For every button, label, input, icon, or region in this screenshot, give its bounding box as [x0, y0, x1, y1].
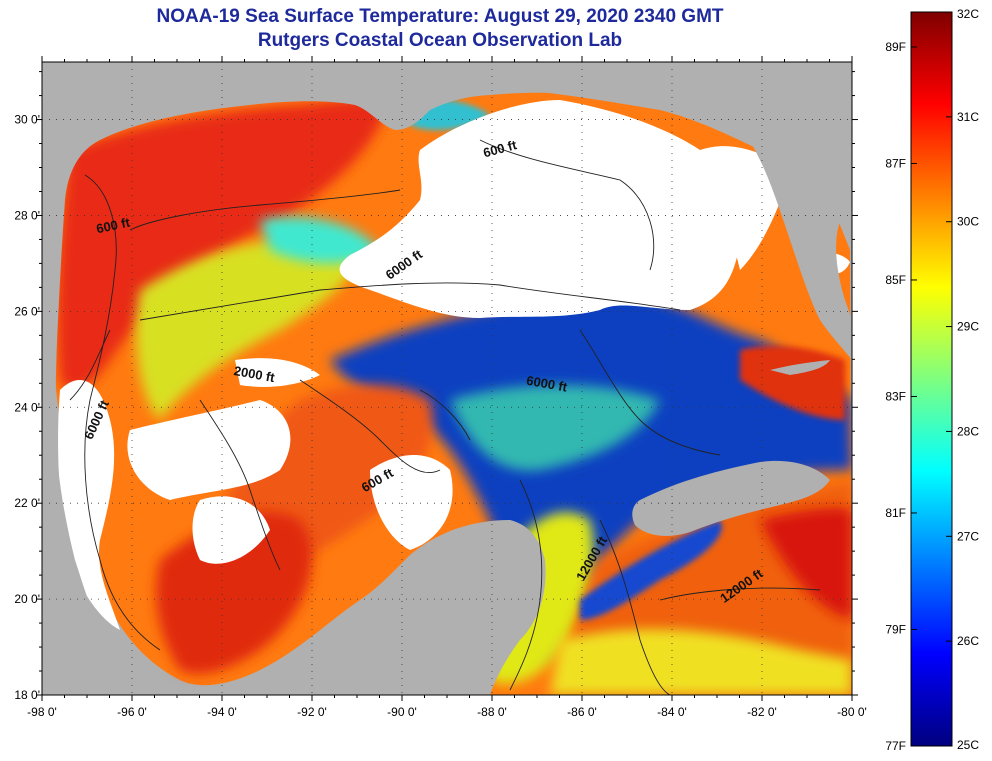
contour-label: 6000 ft [525, 373, 569, 395]
colorbar-gradient [910, 11, 953, 747]
contour-label: 2000 ft [233, 363, 277, 385]
fahrenheit-label: 89F [885, 40, 906, 54]
celsius-label: 32C [957, 7, 979, 21]
contour-label: 600 ft [95, 214, 132, 236]
y-tick-label: 28 0' [14, 208, 40, 222]
colorbar-fahrenheit-labels: 89F 87F 85F 83F 81F 79F 77F [885, 40, 917, 753]
celsius-label: 26C [957, 634, 979, 648]
celsius-label: 29C [957, 320, 979, 334]
celsius-label: 28C [957, 424, 979, 438]
map-title: NOAA-19 Sea Surface Temperature: August … [156, 6, 724, 27]
x-tick-label: -84 0' [657, 705, 687, 719]
x-tick-label: -94 0' [207, 705, 237, 719]
graticule-grid [42, 62, 852, 695]
fahrenheit-label: 85F [885, 273, 906, 287]
x-tick-label: -92 0' [297, 705, 327, 719]
axis-ticks: -98 0' -96 0' -94 0' -92 0' -90 0' -88 0' -86 … [14, 56, 867, 719]
celsius-label: 27C [957, 529, 979, 543]
fahrenheit-label: 81F [885, 506, 906, 520]
fahrenheit-label: 77F [885, 739, 906, 753]
x-tick-label: -88 0' [477, 705, 507, 719]
fahrenheit-label: 83F [885, 389, 906, 403]
celsius-label: 25C [957, 738, 979, 752]
bathymetry-contours [69, 139, 821, 695]
y-tick-label: 18 0' [14, 688, 40, 702]
y-tick-label: 26 0' [14, 304, 40, 318]
fahrenheit-label: 87F [885, 156, 906, 170]
celsius-label: 31C [957, 110, 979, 124]
x-tick-label: -86 0' [567, 705, 597, 719]
x-tick-label: -98 0' [27, 705, 57, 719]
coastline-land [42, 62, 852, 695]
map-subtitle: Rutgers Coastal Ocean Observation Lab [257, 30, 623, 51]
colorbar-celsius-labels: 32C 31C 30C 29C 28C 27C 26C 25C [946, 7, 979, 752]
x-tick-label: -80 0' [837, 705, 867, 719]
y-tick-label: 20 0' [14, 592, 40, 606]
fahrenheit-label: 79F [885, 622, 906, 636]
x-tick-label: -82 0' [747, 705, 777, 719]
y-tick-label: 24 0' [14, 400, 40, 414]
celsius-label: 30C [957, 215, 979, 229]
x-tick-label: -90 0' [387, 705, 417, 719]
sea-surface-temperature-field [54, 85, 852, 695]
y-tick-label: 22 0' [14, 496, 40, 510]
y-tick-label: 30 0' [14, 113, 40, 127]
x-tick-label: -96 0' [117, 705, 147, 719]
